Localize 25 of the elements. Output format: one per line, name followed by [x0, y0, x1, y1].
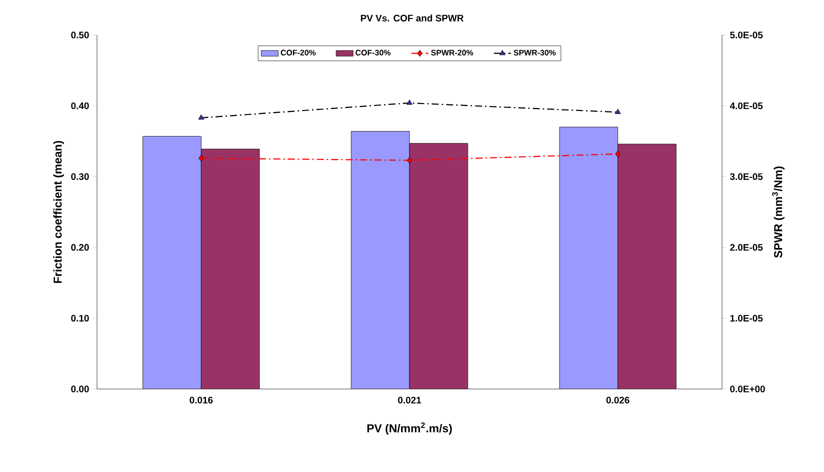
- y-axis-title: Friction coefficient (mean): [53, 140, 64, 283]
- point: [198, 114, 204, 120]
- y2-axis-title: SPWR (mm$^{3}$/Nm): [772, 166, 784, 258]
- y2-tick-label: 4.0E-05: [730, 102, 763, 110]
- point: [406, 156, 412, 164]
- x-axis-title: PV (N/mm$^{2}$.m/s): [367, 422, 452, 435]
- point: [615, 150, 620, 158]
- y-tick-label: 0.30: [71, 173, 89, 180]
- y2-tick-label: 2.0E-05: [730, 244, 763, 251]
- y-tick-label: 0.50: [71, 32, 89, 38]
- y-tick-label: 0.40: [71, 102, 89, 110]
- point: [406, 100, 412, 105]
- point: [198, 154, 204, 162]
- chart-title: PV Vs. COF and SPWR: [360, 14, 464, 22]
- y2-tick-label: 5.0E-05: [730, 32, 763, 38]
- y-tick-label: 0.00: [71, 386, 89, 392]
- y-tick-label: 0.10: [71, 314, 89, 322]
- y2-tick-label: 0.0E+00: [730, 386, 765, 392]
- y2-tick-label: 1.0E-05: [730, 314, 763, 322]
- x-tick-label: 0.016: [190, 396, 213, 404]
- x-tick-label: 0.021: [398, 396, 422, 404]
- point: [614, 108, 621, 114]
- y2-tick-label: 3.0E-05: [730, 173, 763, 180]
- y-tick-label: 0.20: [71, 244, 89, 251]
- x-tick-label: 0.026: [606, 396, 630, 404]
